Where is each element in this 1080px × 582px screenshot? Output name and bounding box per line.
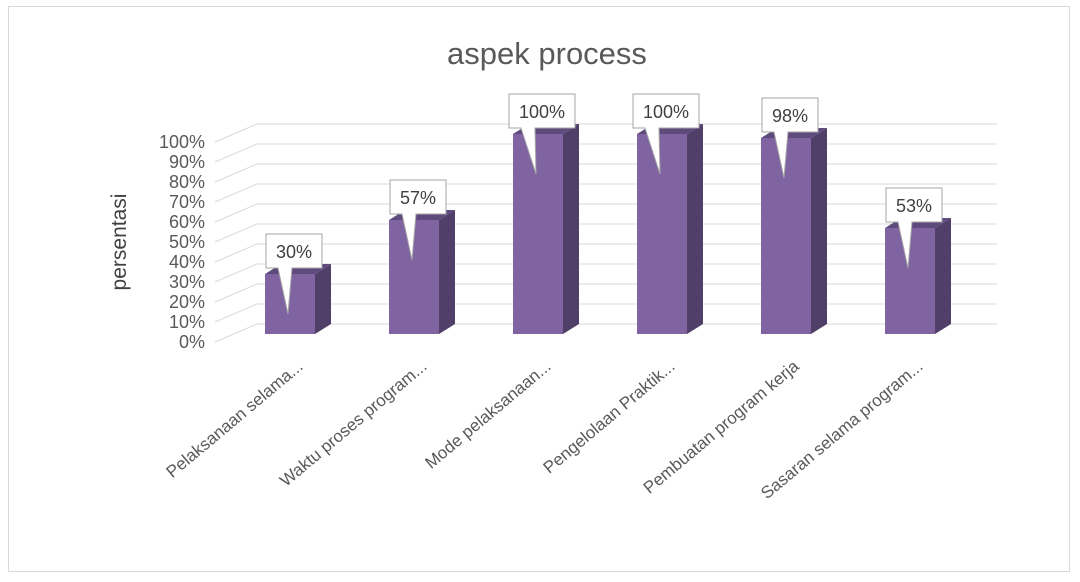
gridline-diagonal [214,143,258,163]
data-label: 100% [519,102,565,122]
bar-side [811,128,827,334]
gridline-diagonal [214,183,258,203]
y-tick-label: 40% [169,252,205,272]
y-tick-label: 100% [159,132,205,152]
chart-title: aspek process [447,36,647,71]
data-label: 98% [772,106,808,126]
category-labels: Pelaksanaan selama...Waktu proses progra… [163,356,927,503]
data-label-callout: 100% [508,93,576,175]
callout-box [885,187,943,269]
data-label-callout: 53% [885,187,943,269]
data-labels: 30% 57% 100% 100% 98% 53% [265,93,943,315]
y-tick-label: 50% [169,232,205,252]
callout-box [389,179,447,261]
bar-side [935,218,951,334]
gridline-diagonal [214,223,258,243]
y-tick-label: 60% [169,212,205,232]
y-tick-label: 20% [169,292,205,312]
data-label-callout: 100% [632,93,700,175]
bar [265,264,331,334]
category-label: Mode pelaksanaan... [421,357,554,473]
y-axis-label: persentasi [108,194,131,291]
y-tick-label: 30% [169,272,205,292]
bar [761,128,827,334]
data-label: 57% [400,188,436,208]
y-tick-label: 70% [169,192,205,212]
bar-front [637,134,687,334]
y-tick-label: 90% [169,152,205,172]
bar [389,210,455,334]
y-tick-label: 80% [169,172,205,192]
callout-box [508,93,576,175]
gridline-diagonal [214,243,258,263]
callout-box [761,97,819,179]
bar-side [687,124,703,334]
data-label: 100% [643,102,689,122]
y-tick-label: 0% [179,332,205,352]
bar-side [439,210,455,334]
data-label-callout: 57% [389,179,447,261]
callout-box [265,233,323,315]
bar-side [563,124,579,334]
bars [265,124,951,334]
gridline-diagonal [214,263,258,283]
y-tick-label: 10% [169,312,205,332]
bar-front [513,134,563,334]
gridline-diagonal [214,283,258,303]
y-axis-ticks: 0%10%20%30%40%50%60%70%80%90%100% [159,132,205,352]
bar-front [761,138,811,334]
gridline-diagonal [214,163,258,183]
bar-side [315,264,331,334]
data-label-callout: 98% [761,97,819,179]
bar [637,124,703,334]
gridline-diagonal [214,123,258,143]
gridlines [214,123,997,343]
bar [513,124,579,334]
callout-box [632,93,700,175]
gridline-diagonal [214,303,258,323]
data-label: 30% [276,242,312,262]
data-label: 53% [896,196,932,216]
category-label: Pelaksanaan selama... [163,357,307,482]
category-label: Pengelolaan Praktik... [540,357,679,478]
data-label-callout: 30% [265,233,323,315]
gridline-diagonal [214,203,258,223]
bar [885,218,951,334]
gridline-diagonal [214,323,258,343]
